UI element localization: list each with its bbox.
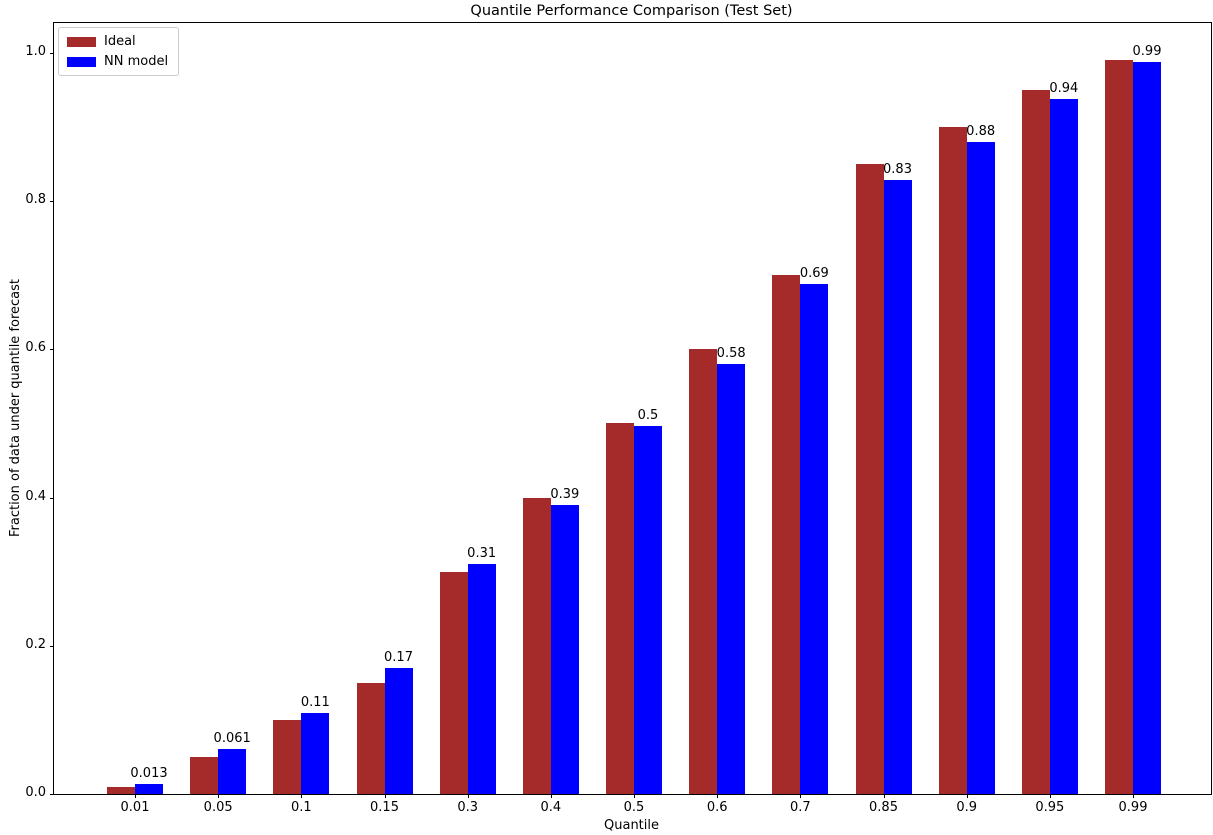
bar-nn-model-0.01 bbox=[135, 784, 163, 794]
bar-nn-model-0.85 bbox=[883, 180, 912, 794]
y-tick-label-0.0: 0.0 bbox=[25, 785, 46, 800]
bar-nn-model-0.95 bbox=[1049, 99, 1078, 794]
x-tick-0.9 bbox=[966, 794, 968, 798]
x-tick-label-0.7: 0.7 bbox=[789, 800, 811, 815]
bar-value-label-0.01: 0.013 bbox=[130, 766, 168, 782]
bar-ideal-0.7 bbox=[772, 275, 801, 794]
legend-swatch-ideal bbox=[67, 36, 96, 47]
x-tick-0.15 bbox=[384, 794, 386, 798]
x-tick-label-0.95: 0.95 bbox=[1035, 800, 1065, 815]
bar-value-label-0.99: 0.99 bbox=[1132, 43, 1162, 59]
bar-nn-model-0.3 bbox=[467, 564, 496, 794]
bar-nn-model-0.05 bbox=[218, 748, 247, 794]
chart-title: Quantile Performance Comparison (Test Se… bbox=[470, 3, 793, 19]
bar-ideal-0.1 bbox=[273, 719, 302, 794]
bar-nn-model-0.15 bbox=[384, 668, 413, 794]
bar-value-label-0.1: 0.11 bbox=[300, 694, 330, 710]
x-axis-label: Quantile bbox=[604, 818, 659, 833]
x-tick-0.3 bbox=[467, 794, 469, 798]
x-tick-label-0.85: 0.85 bbox=[869, 800, 898, 815]
y-tick-0.8 bbox=[50, 200, 54, 202]
y-tick-label-1.0: 1.0 bbox=[25, 43, 46, 59]
legend-swatch-nn-model bbox=[67, 56, 96, 67]
bar-value-label-0.85: 0.83 bbox=[883, 162, 912, 178]
y-tick-0.2 bbox=[50, 645, 54, 647]
x-tick-label-0.01: 0.01 bbox=[120, 800, 150, 815]
x-tick-0.05 bbox=[218, 794, 220, 798]
plot-area: 0.013 0.01 0.061 0.05 0.11 0.1 0.17 0.15 0.31 0.3… bbox=[25, 22, 1212, 815]
y-tick-0.4 bbox=[50, 497, 54, 499]
x-tick-label-0.15: 0.15 bbox=[370, 800, 399, 815]
bar-nn-model-0.1 bbox=[301, 712, 330, 794]
bar-value-label-0.4: 0.39 bbox=[550, 486, 580, 502]
y-tick-label-0.6: 0.6 bbox=[25, 340, 46, 356]
bar-ideal-0.9 bbox=[938, 126, 967, 794]
bar-value-label-0.15: 0.17 bbox=[384, 650, 413, 665]
x-tick-label-0.9: 0.9 bbox=[956, 800, 977, 815]
bar-nn-model-0.7 bbox=[800, 284, 829, 794]
y-tick-label-0.4: 0.4 bbox=[25, 488, 46, 504]
bar-ideal-0.99 bbox=[1105, 60, 1133, 794]
x-tick-label-0.1: 0.1 bbox=[290, 800, 312, 815]
y-tick-label-0.8: 0.8 bbox=[25, 191, 46, 207]
bar-nn-model-0.4 bbox=[550, 504, 579, 794]
y-axis-label: Fraction of data under quantile forecast bbox=[8, 278, 23, 538]
x-tick-0.1 bbox=[301, 794, 303, 798]
x-tick-0.01 bbox=[135, 794, 136, 798]
bar-ideal-0.6 bbox=[689, 349, 718, 794]
bar-value-label-0.7: 0.69 bbox=[799, 266, 829, 281]
bar-ideal-0.85 bbox=[855, 163, 884, 794]
y-tick-0.0 bbox=[50, 794, 54, 795]
y-tick-0.6 bbox=[50, 349, 54, 351]
x-tick-0.99 bbox=[1133, 794, 1134, 798]
x-tick-0.6 bbox=[717, 794, 719, 798]
bar-ideal-0.95 bbox=[1021, 89, 1050, 794]
bar-value-label-0.3: 0.31 bbox=[467, 546, 497, 562]
legend-label-nn-model: NN model bbox=[104, 54, 169, 69]
bar-value-label-0.5: 0.5 bbox=[637, 408, 659, 424]
y-tick-label-0.2: 0.2 bbox=[25, 636, 46, 652]
bar-nn-model-0.9 bbox=[966, 141, 995, 794]
x-tick-label-0.99: 0.99 bbox=[1118, 800, 1148, 815]
bar-ideal-0.3 bbox=[439, 571, 468, 794]
x-tick-0.7 bbox=[800, 794, 802, 798]
x-tick-label-0.5: 0.5 bbox=[623, 800, 645, 815]
x-tick-label-0.3: 0.3 bbox=[457, 800, 478, 815]
bar-ideal-0.4 bbox=[522, 497, 551, 794]
bar-nn-model-0.6 bbox=[717, 364, 746, 794]
x-tick-0.5 bbox=[634, 794, 635, 798]
x-tick-label-0.6: 0.6 bbox=[706, 800, 728, 815]
legend-label-ideal: Ideal bbox=[104, 34, 136, 49]
bar-value-label-0.95: 0.94 bbox=[1049, 81, 1079, 97]
bar-value-label-0.05: 0.061 bbox=[213, 730, 251, 746]
legend-item-ideal: Ideal bbox=[67, 34, 168, 49]
legend-item-nn-model: NN model bbox=[67, 54, 168, 69]
bar-ideal-0.05 bbox=[190, 756, 219, 794]
x-tick-label-0.05: 0.05 bbox=[203, 800, 233, 815]
y-tick-1.0 bbox=[50, 52, 54, 54]
legend: Ideal NN model bbox=[58, 27, 180, 76]
x-tick-0.95 bbox=[1049, 794, 1051, 798]
bar-nn-model-0.5 bbox=[634, 426, 662, 794]
bar-value-label-0.9: 0.88 bbox=[966, 123, 996, 139]
x-tick-0.4 bbox=[550, 794, 552, 798]
bar-ideal-0.15 bbox=[356, 682, 385, 794]
x-tick-0.85 bbox=[883, 794, 885, 798]
bar-ideal-0.01 bbox=[107, 786, 135, 794]
bar-nn-model-0.99 bbox=[1133, 61, 1161, 794]
bar-value-label-0.6: 0.58 bbox=[716, 346, 746, 361]
bar-ideal-0.5 bbox=[606, 423, 634, 794]
x-tick-label-0.4: 0.4 bbox=[540, 800, 562, 815]
